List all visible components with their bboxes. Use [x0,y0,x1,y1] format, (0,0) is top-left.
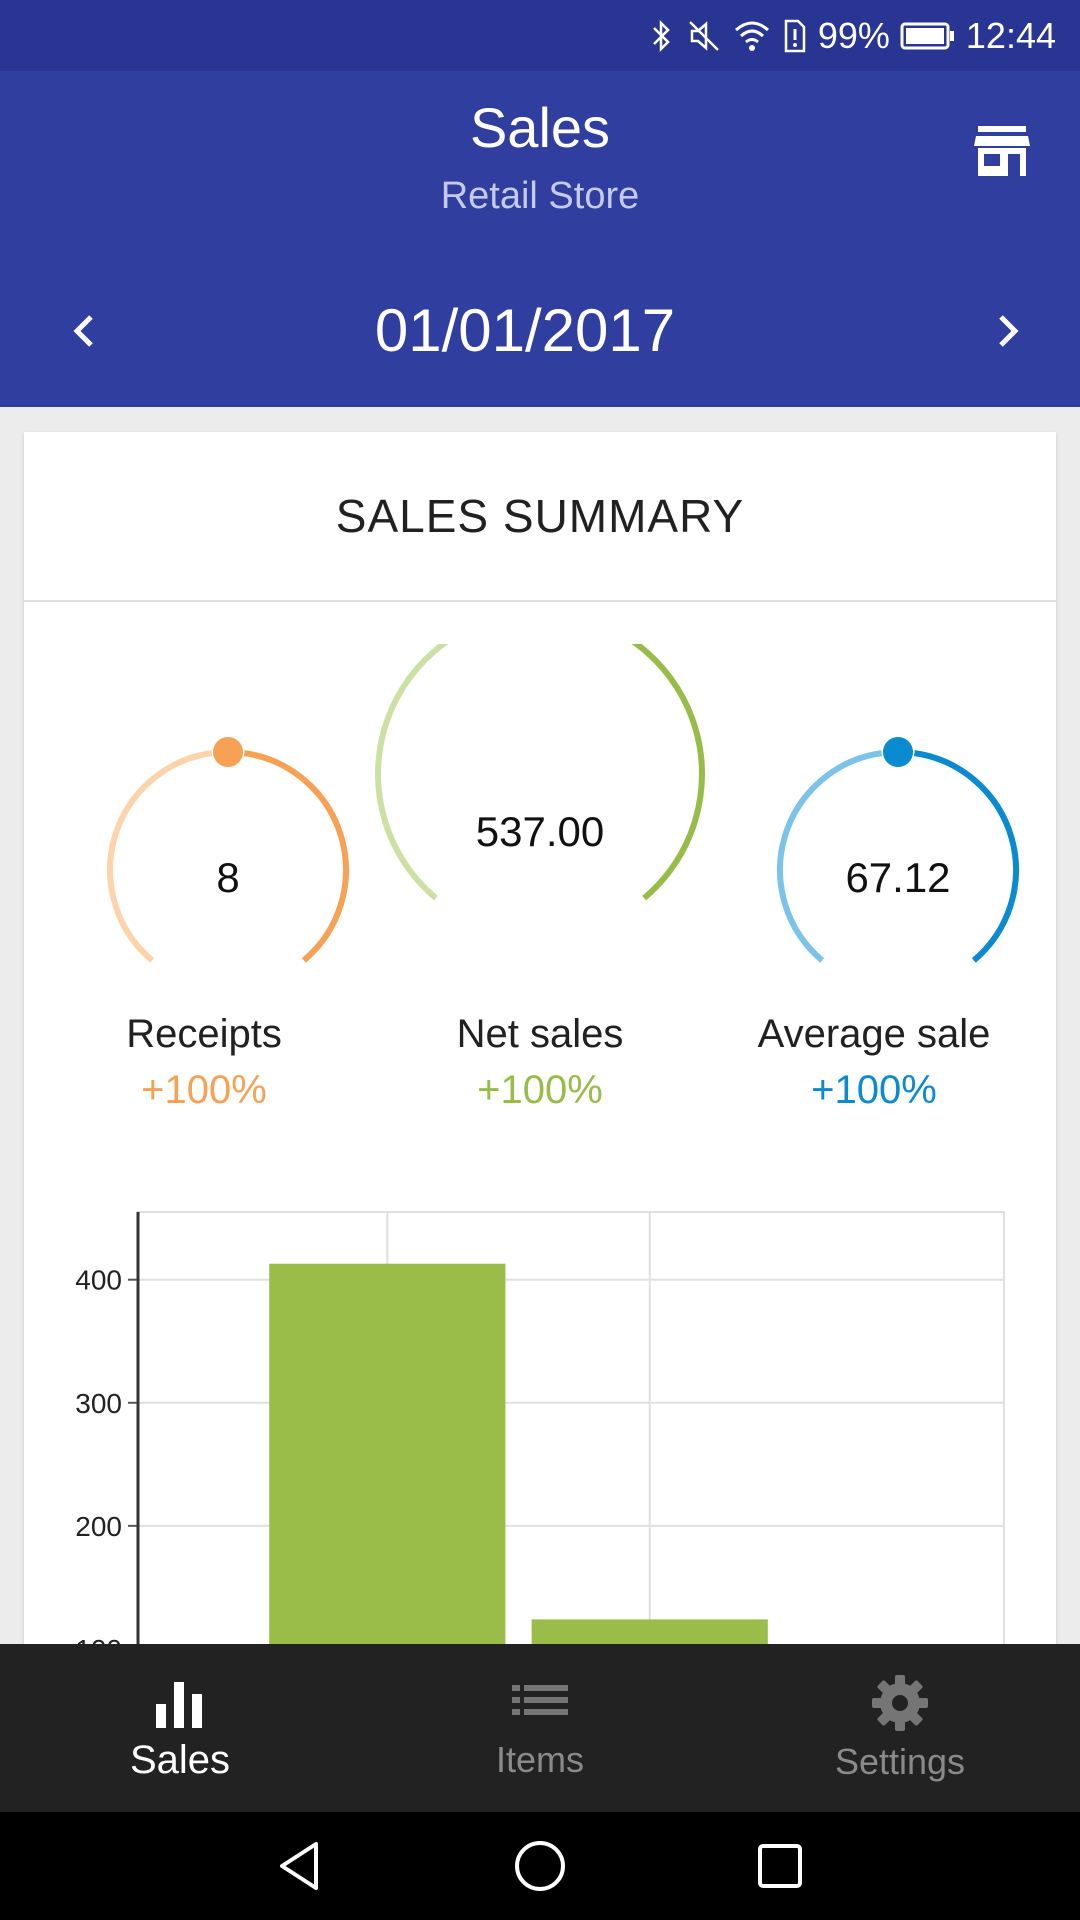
receipts-change: +100% [141,1068,267,1112]
chart-plot-border [137,1211,1005,1644]
recents-button[interactable] [750,1836,810,1896]
chart-bar [531,1619,768,1644]
wifi-icon [732,18,772,54]
chart-y-tick-label: 300 [75,1388,122,1419]
average-sale-value: 67.12 [845,854,951,901]
status-bar: 99% 12:44 [0,0,1080,71]
card-title: SALES SUMMARY [24,432,1056,602]
receipts-gauge: 8 [80,732,376,1028]
receipts-value: 8 [216,854,240,901]
mute-icon [686,18,722,54]
chart-bar [269,1263,506,1644]
selected-date[interactable]: 01/01/2017 [374,297,676,364]
recents-icon [758,1844,802,1888]
net-sales-change: +100% [477,1068,603,1112]
home-icon [515,1841,565,1891]
page-title: Sales [469,96,611,159]
app-bar: Sales Retail Store 01/01/2017 [0,71,1080,407]
system-navigation-bar [0,1812,1080,1920]
clock: 12:44 [965,14,1056,56]
bar-chart-icon [156,1681,202,1728]
tab-settings-label: Settings [834,1741,966,1782]
list-icon [512,1685,568,1715]
date-selector: 01/01/2017 [0,271,1080,391]
previous-date-button[interactable] [54,301,114,361]
store-icon [974,126,1030,176]
chevron-right-icon [999,315,1019,347]
next-date-button[interactable] [978,301,1038,361]
average-sale-ring [777,737,1019,963]
sim-alert-icon [782,18,808,54]
receipts-ring [107,737,349,963]
average-sale-change: +100% [811,1068,937,1112]
chart-y-tick-label: 200 [75,1511,122,1542]
average-sale-label: Average sale [757,1012,991,1056]
average-sale-gauge: 67.12 [750,732,1046,1028]
store-name: Retail Store [440,175,640,217]
back-button[interactable] [270,1836,330,1896]
chevron-left-icon [73,315,93,347]
tab-items[interactable]: Items [360,1644,720,1812]
tab-items-label: Items [495,1739,584,1780]
tab-sales[interactable]: Sales [0,1644,360,1812]
sales-summary-card: SALES SUMMARY 8 Receipts +100% 537.00 Ne… [24,432,1056,1652]
gear-icon [872,1675,928,1731]
tab-sales-label: Sales [129,1737,231,1782]
battery-percent: 99% [817,14,890,56]
chart-y-tick-label: 100 [75,1634,122,1644]
back-icon [280,1842,318,1890]
tab-settings[interactable]: Settings [720,1644,1080,1812]
receipts-label: Receipts [126,1012,282,1056]
net-sales-gauge: 537.00 [370,597,710,1044]
bluetooth-icon [648,18,676,54]
home-button[interactable] [510,1836,570,1896]
bottom-navigation: Sales Items Settings [0,1644,1080,1812]
chart-y-tick-label: 400 [75,1265,122,1296]
store-button[interactable] [974,126,1030,176]
battery-icon [900,21,956,51]
net-sales-label: Net sales [456,1012,624,1056]
net-sales-value: 537.00 [475,808,605,855]
